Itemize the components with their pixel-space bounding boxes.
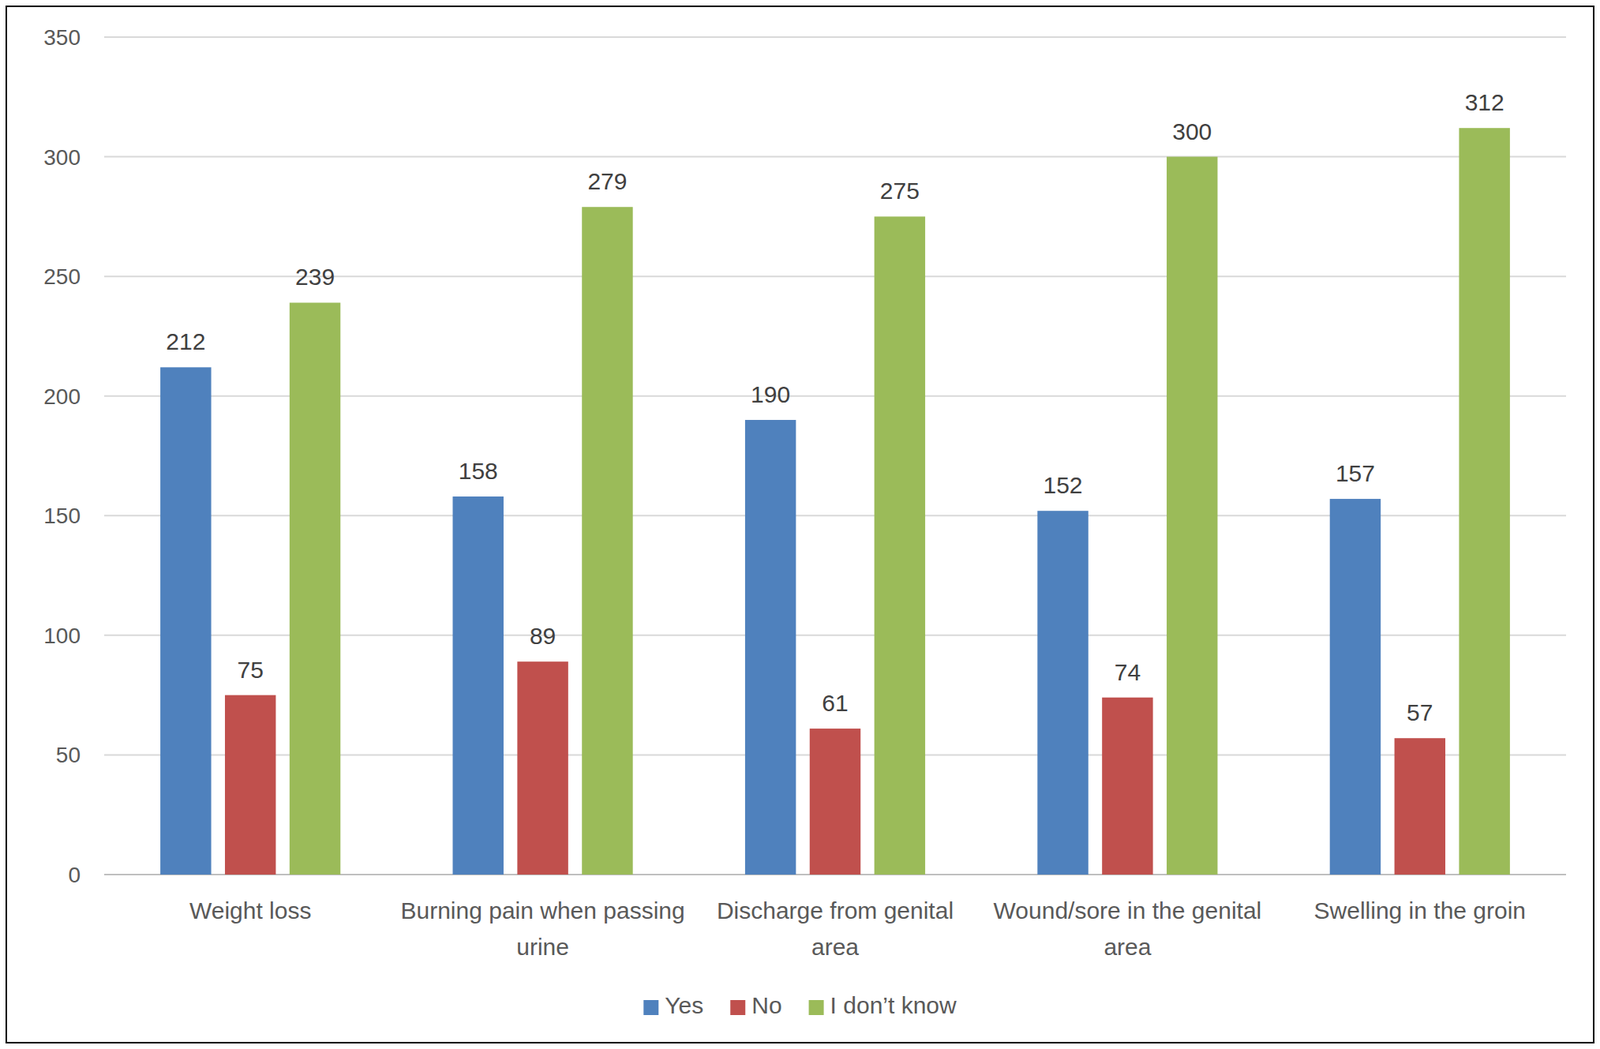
bar (160, 367, 211, 875)
bar (745, 419, 796, 875)
bar (1458, 127, 1510, 875)
legend: Yes No I don’t know (643, 992, 957, 1019)
x-tick-label-line: Discharge from genital (716, 897, 954, 924)
data-label: 212 (165, 328, 206, 355)
data-label: 61 (821, 689, 848, 716)
data-label: 190 (750, 381, 791, 408)
y-tick-label: 150 (43, 503, 81, 529)
frame (6, 6, 1594, 1043)
bar (874, 216, 926, 875)
data-label: 152 (1043, 472, 1083, 499)
data-labels: 212 158 190 152 157 75 89 61 74 57 239 279 275 300 312 (165, 89, 1504, 726)
legend-label: No (751, 992, 782, 1019)
x-tick-label: Wound/sore in the genital area (993, 897, 1263, 960)
bar (809, 728, 861, 875)
bar (224, 695, 276, 875)
legend-label: Yes (664, 992, 704, 1019)
x-tick-label: Swelling in the groin (1314, 897, 1527, 924)
data-label: 74 (1114, 659, 1141, 686)
x-tick-label: Burning pain when passing urine (400, 897, 685, 960)
data-label: 279 (587, 168, 627, 195)
legend-swatch (730, 1000, 746, 1016)
bar (1394, 738, 1446, 875)
bar (1101, 697, 1153, 875)
y-tick-label: 200 (43, 384, 81, 409)
bar (289, 302, 341, 875)
x-tick-label: Weight loss (189, 897, 312, 924)
y-tick-label: 250 (43, 264, 81, 289)
legend-label: I don’t know (830, 992, 957, 1019)
x-tick-label-line: area (1103, 933, 1151, 960)
bar (1037, 510, 1088, 875)
data-label: 312 (1465, 89, 1505, 116)
y-tick-label: 100 (43, 623, 81, 649)
x-tick-label-line: area (811, 933, 859, 960)
bars (160, 127, 1511, 875)
bar (517, 661, 568, 875)
data-label: 89 (529, 622, 556, 649)
background (0, 0, 1600, 1049)
legend-swatch (643, 1000, 659, 1016)
y-tick-label: 50 (56, 742, 81, 768)
grid (104, 37, 1567, 875)
y-tick-label: 0 (67, 862, 81, 888)
chart: 0 50 100 150 200 250 300 350 212 158 190 152 157 75 89… (0, 0, 1600, 1049)
grid-line (104, 36, 1567, 38)
bar (1166, 157, 1218, 875)
grid-line (104, 156, 1567, 158)
x-tick-label-line: Wound/sore in the genital (993, 897, 1263, 924)
data-label: 158 (458, 457, 499, 484)
data-label: 300 (1172, 118, 1212, 145)
y-tick-label: 300 (43, 145, 81, 170)
data-label: 157 (1335, 460, 1376, 487)
data-label: 239 (295, 263, 335, 290)
x-tick-label: Discharge from genital area (716, 897, 954, 960)
y-tick-label: 350 (43, 25, 81, 50)
x-tick-label-line: Weight loss (189, 897, 312, 924)
legend-swatch (809, 1000, 825, 1016)
x-tick-label-line: urine (516, 933, 570, 960)
x-tick-label-line: Swelling in the groin (1314, 897, 1527, 924)
data-label: 275 (880, 177, 920, 204)
bar (581, 206, 633, 875)
x-tick-label-line: Burning pain when passing (400, 897, 685, 924)
bar (1330, 498, 1381, 875)
bar (453, 496, 504, 875)
data-label: 75 (237, 656, 264, 683)
data-label: 57 (1406, 699, 1433, 726)
